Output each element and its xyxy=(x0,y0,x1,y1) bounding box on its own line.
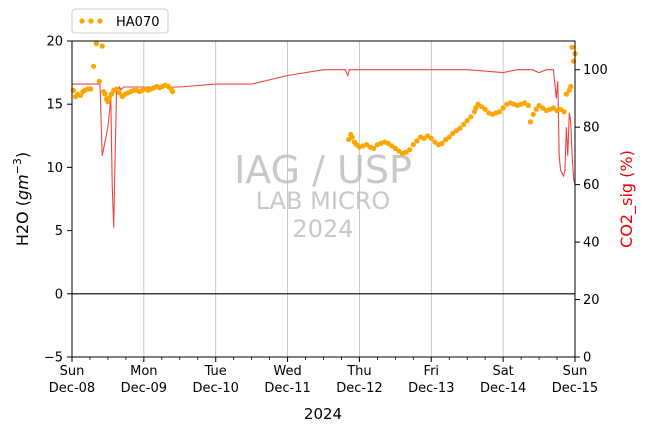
x-tick-label: Sun xyxy=(563,364,588,379)
h2o-point xyxy=(482,106,488,112)
y-left-tick-label: 20 xyxy=(46,35,63,50)
x-tick-label: Sat xyxy=(492,364,513,379)
h2o-point xyxy=(497,109,503,115)
y-right-tick-label: 40 xyxy=(583,236,600,251)
h2o-point xyxy=(563,91,570,97)
h2o-point xyxy=(116,90,122,96)
x-tick-label: Wed xyxy=(273,364,301,379)
h2o-point xyxy=(91,63,97,69)
x-tick-label: Thu xyxy=(346,364,371,379)
h2o-point xyxy=(364,142,370,148)
legend-dot xyxy=(88,18,94,24)
h2o-point xyxy=(170,89,176,95)
x-tick-label: Fri xyxy=(424,364,440,379)
h2o-point xyxy=(479,104,485,110)
h2o-point xyxy=(468,114,474,120)
h2o-point xyxy=(439,140,445,146)
y-right-axis-label: CO2_sig (%) xyxy=(617,150,637,248)
y-left-tick-label: 15 xyxy=(46,98,63,113)
h2o-point xyxy=(414,138,420,144)
y-right-tick-label: 60 xyxy=(583,178,600,193)
h2o-point xyxy=(349,134,355,140)
y-right-axis: 0 20 40 60 80 100 xyxy=(575,63,608,366)
h2o-point xyxy=(457,125,463,131)
x-tick-label: Dec-13 xyxy=(408,381,454,396)
h2o-point xyxy=(106,95,112,101)
h2o-point xyxy=(527,119,534,125)
h2o-series xyxy=(70,40,578,157)
watermark-line: LAB MICRO xyxy=(256,187,391,215)
h2o-point xyxy=(410,142,416,148)
y-left-tick-label: −5 xyxy=(44,351,63,366)
x-tick-label: Tue xyxy=(204,364,227,379)
h2o-point xyxy=(407,147,413,153)
h2o-point xyxy=(450,130,456,136)
x-tick-label: Sun xyxy=(60,364,85,379)
x-tick-label: Dec-15 xyxy=(552,381,598,396)
y-left-tick-label: 10 xyxy=(46,161,63,176)
h2o-point xyxy=(473,105,479,111)
x-tick-label: Dec-10 xyxy=(193,381,239,396)
h2o-point xyxy=(522,100,528,106)
h2o-point xyxy=(446,134,452,140)
legend-dot xyxy=(79,18,85,24)
h2o-point xyxy=(96,78,102,84)
legend: HA070 xyxy=(71,8,169,34)
watermark-line: IAG / USP xyxy=(234,148,412,192)
x-tick-label: Mon xyxy=(130,364,157,379)
y-right-tick-label: 0 xyxy=(583,351,591,366)
y-left-axis-label: H2O (gm−3) xyxy=(11,152,32,246)
watermark-line: 2024 xyxy=(292,215,353,243)
legend-label-ha070: HA070 xyxy=(116,15,159,30)
y-left-tick-label: 0 xyxy=(55,287,63,302)
h2o-point xyxy=(88,86,94,92)
y-right-tick-label: 80 xyxy=(583,121,600,136)
co2-sig-line xyxy=(72,69,576,228)
vertical-grid xyxy=(143,41,504,357)
x-tick-label: Dec-09 xyxy=(121,381,167,396)
h2o-point xyxy=(525,102,531,109)
x-tick-label: Dec-12 xyxy=(336,381,382,396)
h2o-point xyxy=(428,135,434,141)
x-tick-label: Dec-14 xyxy=(480,381,526,396)
y-right-tick-label: 100 xyxy=(583,63,608,78)
h2o-point xyxy=(114,86,120,92)
h2o-point xyxy=(99,43,105,49)
h2o-point xyxy=(461,121,467,127)
y-left-tick-label: 5 xyxy=(55,224,63,239)
y-right-tick-label: 20 xyxy=(583,293,600,308)
h2o-point xyxy=(464,118,470,124)
x-axis: Sun Dec-08 Mon Dec-09 Tue Dec-10 Wed Dec-11 Thu D… xyxy=(49,357,598,396)
h2o-point xyxy=(533,106,539,112)
h2o-point xyxy=(561,109,567,115)
y-left-axis: −5 0 5 10 15 20 xyxy=(44,35,72,366)
co2-series xyxy=(72,69,576,228)
h2o-point xyxy=(108,91,115,97)
h2o-point xyxy=(371,145,377,151)
legend-dot xyxy=(97,18,103,24)
x-tick-label: Dec-08 xyxy=(49,381,95,396)
h2o-point xyxy=(78,92,84,98)
h2o-point xyxy=(93,40,99,47)
h2o-point xyxy=(569,44,575,50)
legend-box xyxy=(71,8,169,34)
x-tick-label: Dec-11 xyxy=(264,381,310,396)
h2o-point xyxy=(530,111,536,117)
h2o-point xyxy=(500,105,506,111)
legend-marker-ha070 xyxy=(79,18,103,24)
x-axis-label: 2024 xyxy=(304,405,342,423)
h2o-point xyxy=(102,91,108,97)
h2o-point xyxy=(568,83,574,90)
